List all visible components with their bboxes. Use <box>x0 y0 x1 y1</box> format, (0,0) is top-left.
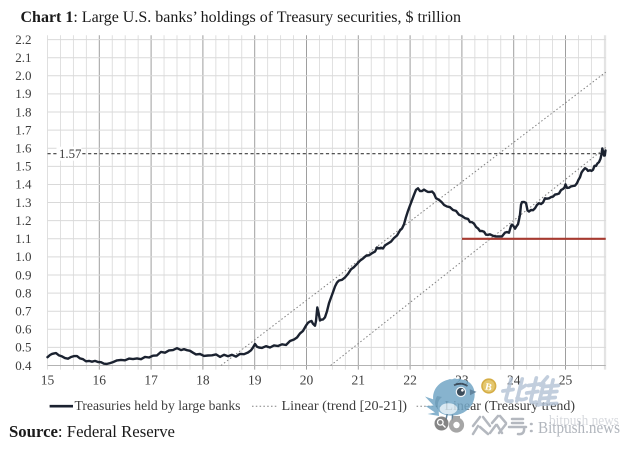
svg-text:Chart 1: Large U.S. banks’ hol: Chart 1: Large U.S. banks’ holdings of T… <box>21 9 462 26</box>
svg-text:1.0: 1.0 <box>15 249 31 264</box>
svg-text:Treasuries held by large banks: Treasuries held by large banks <box>75 399 241 414</box>
svg-text:20: 20 <box>300 372 314 387</box>
svg-text:2.0: 2.0 <box>15 68 31 83</box>
svg-text:2.1: 2.1 <box>15 50 31 65</box>
svg-text:0.9: 0.9 <box>15 267 31 282</box>
svg-text:18: 18 <box>196 372 210 387</box>
svg-text:1.2: 1.2 <box>15 213 31 228</box>
svg-text:1.6: 1.6 <box>15 141 32 156</box>
svg-text:Linear (trend [20-21]): Linear (trend [20-21]) <box>282 399 408 414</box>
svg-text:1.57: 1.57 <box>59 147 82 161</box>
svg-text:0.8: 0.8 <box>15 285 31 300</box>
svg-text:0.7: 0.7 <box>15 304 32 319</box>
svg-text:1.8: 1.8 <box>15 104 31 119</box>
svg-text:19: 19 <box>248 372 262 387</box>
svg-text:16: 16 <box>93 372 107 387</box>
svg-text:bitpush news: bitpush news <box>549 413 619 429</box>
svg-text:0.6: 0.6 <box>15 322 32 337</box>
svg-text:1.5: 1.5 <box>15 159 31 174</box>
svg-text:1.4: 1.4 <box>15 177 32 192</box>
svg-text:1.7: 1.7 <box>15 122 32 137</box>
svg-text:2.2: 2.2 <box>15 32 31 47</box>
svg-text:Source: Federal Reserve: Source: Federal Reserve <box>9 422 175 441</box>
svg-text:21: 21 <box>352 372 366 387</box>
svg-text:25: 25 <box>559 372 573 387</box>
svg-text:15: 15 <box>41 372 55 387</box>
svg-text:0.4: 0.4 <box>15 358 32 373</box>
svg-text:1.9: 1.9 <box>15 86 31 101</box>
svg-text:1.3: 1.3 <box>15 195 31 210</box>
svg-text:1.1: 1.1 <box>15 231 31 246</box>
svg-text:17: 17 <box>144 372 158 387</box>
svg-text:22: 22 <box>403 372 417 387</box>
svg-text:0.5: 0.5 <box>15 340 31 355</box>
